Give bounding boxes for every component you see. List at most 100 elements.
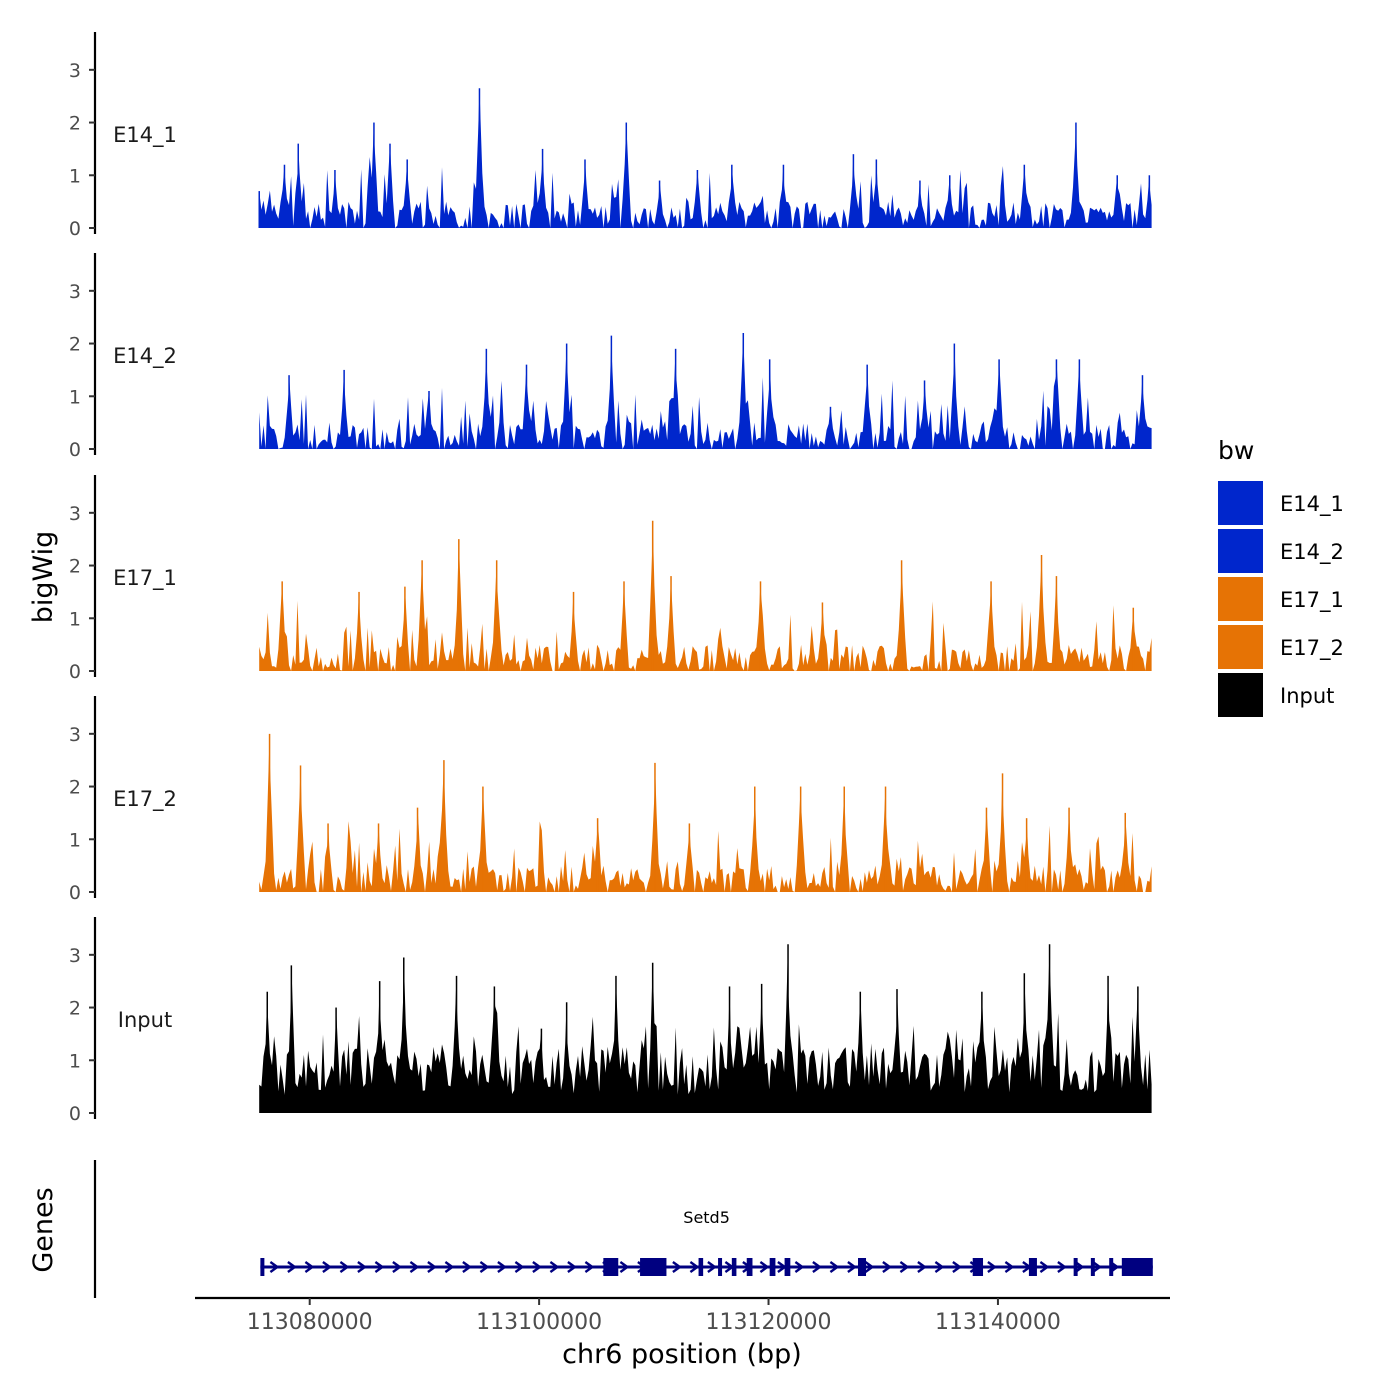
legend-label-Input: Input: [1280, 684, 1334, 708]
legend: bw E14_1 E14_2 E17_1 E17_2 Input: [1218, 436, 1344, 717]
strand-arrow: [374, 1261, 385, 1273]
y-tick-label: 0: [69, 882, 81, 904]
strand-arrow: [514, 1261, 525, 1273]
exon-block: [731, 1258, 737, 1276]
exon-block: [1028, 1258, 1037, 1276]
exon-block: [640, 1258, 667, 1276]
strand-arrow: [847, 1261, 857, 1273]
strand-arrow: [532, 1261, 542, 1273]
track-panels: 0 1 2 3 E14_1 0 1 2 3 E14_2 0 1 2 3 E17_1 0 1 2 3 E17_2 0 1 2 3…: [69, 32, 1152, 1125]
y-tick-label: 1: [69, 386, 81, 408]
strand-arrow: [479, 1261, 490, 1273]
strand-arrow: [829, 1261, 840, 1273]
exon-block: [1121, 1258, 1153, 1276]
track-label-Input: Input: [118, 1008, 172, 1032]
strand-arrow: [287, 1261, 297, 1273]
track-label-E14_1: E14_1: [113, 123, 177, 148]
strand-arrow: [497, 1261, 507, 1273]
gene-track: Genes Setd5: [28, 1160, 1153, 1298]
exon-block: [858, 1258, 867, 1276]
legend-label-E17_1: E17_1: [1280, 588, 1344, 613]
strand-arrow: [1039, 1261, 1050, 1273]
y-tick-label: 0: [69, 439, 81, 461]
y-tick-label: 2: [69, 113, 81, 135]
strand-arrow: [1004, 1261, 1015, 1273]
track-panel-Input: 0 1 2 3 Input: [69, 917, 1152, 1125]
legend-swatch-Input: [1218, 673, 1263, 717]
coverage-area-E17_1: [259, 520, 1152, 671]
y-tick-label: 3: [69, 945, 81, 967]
strand-arrow: [864, 1261, 875, 1273]
y-tick-label: 1: [69, 829, 81, 851]
strand-arrow: [812, 1261, 822, 1273]
exon-block: [698, 1258, 704, 1276]
strand-arrow: [1074, 1261, 1085, 1273]
strand-arrow: [269, 1261, 280, 1273]
strand-arrow: [567, 1261, 577, 1273]
gene-name-label: Setd5: [683, 1208, 730, 1227]
exon-block: [746, 1258, 753, 1276]
x-tick-label: 113100000: [476, 1310, 602, 1335]
x-axis-title: chr6 position (bp): [562, 1339, 802, 1370]
strand-arrow: [322, 1261, 332, 1273]
strand-arrow: [444, 1261, 455, 1273]
track-label-E17_1: E17_1: [113, 566, 177, 591]
track-panel-E17_2: 0 1 2 3 E17_2: [69, 696, 1152, 904]
track-label-E14_2: E14_2: [113, 344, 177, 369]
legend-title: bw: [1218, 436, 1254, 465]
exon-block: [769, 1258, 776, 1276]
strand-arrow: [357, 1261, 367, 1273]
track-label-E17_2: E17_2: [113, 787, 177, 812]
exon-block: [784, 1258, 791, 1276]
strand-arrow: [917, 1261, 927, 1273]
strand-arrow: [987, 1261, 997, 1273]
strand-arrow: [952, 1261, 962, 1273]
y-tick-label: 3: [69, 281, 81, 303]
strand-arrow: [707, 1261, 717, 1273]
x-tick-label: 113080000: [247, 1310, 373, 1335]
strand-arrow: [392, 1261, 402, 1273]
gene-track-label: Genes: [28, 1187, 59, 1272]
legend-label-E17_2: E17_2: [1280, 636, 1344, 661]
track-panel-E14_2: 0 1 2 3 E14_2: [69, 253, 1152, 461]
strand-arrow: [549, 1261, 560, 1273]
exon-block: [1073, 1258, 1078, 1276]
strand-arrow: [899, 1261, 910, 1273]
y-tick-label: 1: [69, 165, 81, 187]
exon-block: [260, 1258, 265, 1276]
strand-arrow: [1092, 1261, 1102, 1273]
strand-arrow: [1057, 1261, 1067, 1273]
strand-arrow: [882, 1261, 892, 1273]
y-tick-label: 2: [69, 777, 81, 799]
y-tick-label: 3: [69, 724, 81, 746]
coverage-area-Input: [259, 944, 1152, 1113]
y-tick-label: 3: [69, 60, 81, 82]
y-tick-label: 2: [69, 998, 81, 1020]
coverage-area-E14_1: [259, 88, 1152, 228]
coverage-area-E17_2: [259, 733, 1152, 892]
strand-arrow: [584, 1261, 595, 1273]
strand-arrow: [672, 1261, 682, 1273]
legend-label-E14_2: E14_2: [1280, 540, 1344, 565]
y-tick-label: 0: [69, 1103, 81, 1125]
strand-arrow: [409, 1261, 420, 1273]
exon-block: [1109, 1258, 1114, 1276]
y-tick-label: 0: [69, 661, 81, 683]
legend-swatch-E17_2: [1218, 625, 1263, 669]
strand-arrow: [619, 1261, 630, 1273]
strand-arrow: [759, 1261, 770, 1273]
x-tick-label: 113120000: [706, 1310, 832, 1335]
track-panel-E14_1: 0 1 2 3 E14_1: [69, 32, 1152, 240]
exon-block: [603, 1258, 619, 1276]
x-tick-label: 113140000: [935, 1310, 1061, 1335]
legend-swatch-E14_1: [1218, 481, 1263, 525]
y-tick-label: 0: [69, 218, 81, 240]
x-axis: chr6 position (bp) 113080000 113100000 113…: [195, 1296, 1170, 1370]
y-axis-title: bigWig: [28, 531, 59, 624]
legend-label-E14_1: E14_1: [1280, 492, 1344, 517]
legend-swatch-E14_2: [1218, 529, 1263, 573]
exon-block: [972, 1258, 984, 1276]
track-panel-E17_1: 0 1 2 3 E17_1: [69, 475, 1152, 683]
y-tick-label: 2: [69, 334, 81, 356]
